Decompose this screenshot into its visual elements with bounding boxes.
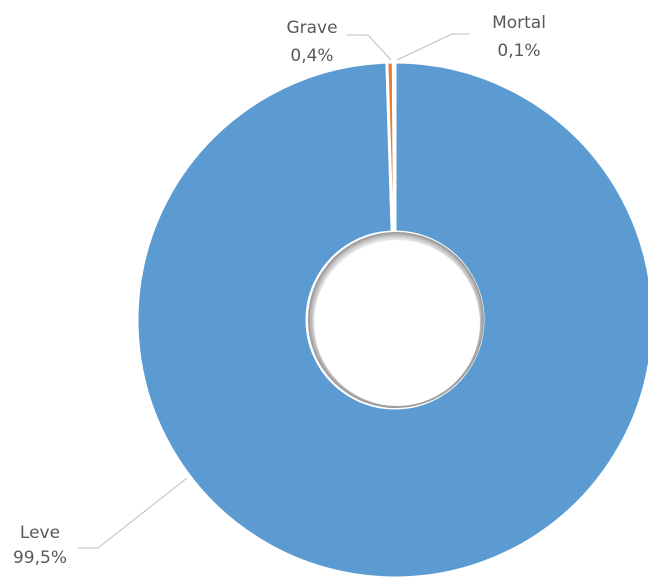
label-grave-name: Grave bbox=[286, 18, 337, 38]
leader-line-grave bbox=[347, 34, 392, 61]
label-mortal-value: 0,1% bbox=[497, 41, 540, 61]
leader-line-leve bbox=[78, 477, 188, 549]
label-grave-value: 0,4% bbox=[290, 46, 333, 66]
slice-mortal bbox=[391, 60, 397, 234]
label-mortal-name: Mortal bbox=[492, 13, 546, 33]
label-leve-name: Leve bbox=[20, 523, 60, 543]
label-leve-value: 99,5% bbox=[13, 548, 67, 568]
leader-line-mortal bbox=[396, 33, 470, 61]
doughnut-hole bbox=[314, 240, 480, 406]
